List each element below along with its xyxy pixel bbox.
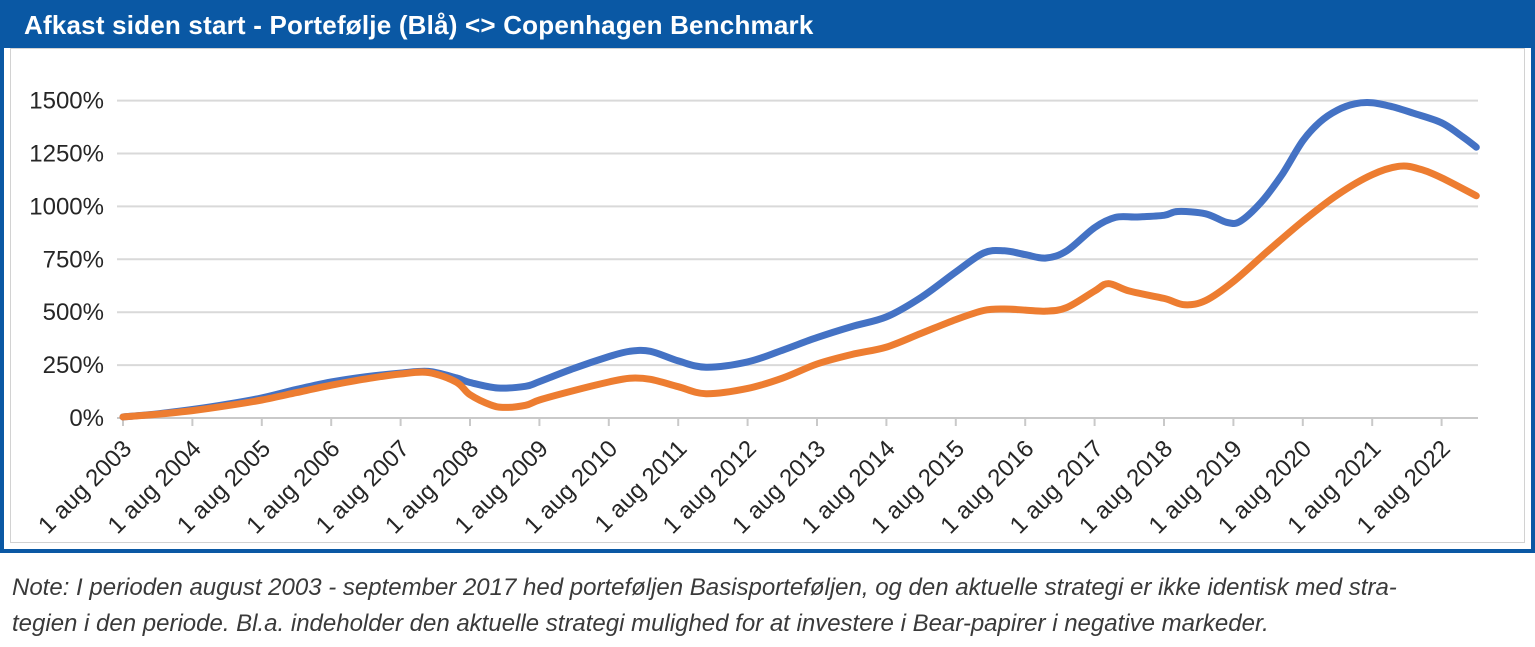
chart-area: 0% 250% 500% 750% 1000% 1250% 1500% 1 aug 2003 1…: [10, 48, 1525, 543]
y-tick-label: 750%: [43, 246, 104, 273]
chart-panel: Afkast siden start - Portefølje (Blå) <>…: [0, 0, 1535, 553]
chart-title-bar: Afkast siden start - Portefølje (Blå) <>…: [4, 4, 1531, 48]
y-tick-label: 250%: [43, 352, 104, 379]
y-tick-label: 1000%: [29, 193, 104, 220]
y-tick-label: 0%: [69, 405, 104, 432]
y-axis-labels: 0% 250% 500% 750% 1000% 1250% 1500%: [29, 88, 104, 432]
chart-note-line2: tegien i den periode. Bl.a. indeholder d…: [12, 610, 1269, 637]
chart-note-line1: Note: I perioden august 2003 - september…: [12, 574, 1397, 601]
y-tick-label: 1500%: [29, 88, 104, 115]
y-tick-label: 1250%: [29, 141, 104, 168]
y-tick-label: 500%: [43, 299, 104, 326]
returns-chart-svg: 0% 250% 500% 750% 1000% 1250% 1500% 1 aug 20031…: [29, 88, 1480, 539]
chart-title: Afkast siden start - Portefølje (Blå) <>…: [24, 10, 814, 40]
grid-layer: [117, 99, 1478, 426]
benchmark-line: [119, 162, 1480, 421]
chart-note: Note: I perioden august 2003 - september…: [12, 570, 1527, 642]
